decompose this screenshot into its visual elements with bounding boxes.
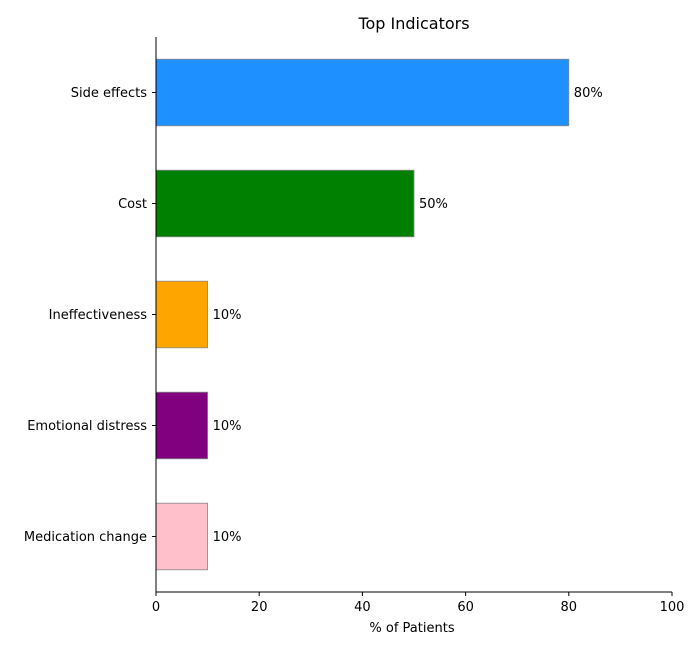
x-axis: 0 20 40 60 80 100 [152,591,685,615]
y-tick-label: Cost [118,197,147,212]
x-tick-label: 40 [354,600,371,615]
bar-ineffectiveness [155,280,208,349]
x-tick-label: 60 [457,600,474,615]
x-tick-label: 100 [660,600,685,615]
value-label: 80% [574,86,603,101]
value-label: 50% [419,197,448,212]
value-labels-group: 80% 50% 10% 10% 10% [213,86,603,545]
chart-title: Top Indicators [357,14,469,33]
y-tick-label: Ineffectiveness [49,308,148,323]
bar-emotional-distress [155,391,208,460]
x-tick-label: 0 [152,600,160,615]
value-label: 10% [213,308,242,323]
bars-group [155,58,570,571]
x-tick-label: 20 [251,600,268,615]
y-tick-label: Medication change [24,530,147,545]
bar-cost [155,169,415,238]
bar-side-effects [155,58,570,127]
x-tick-label: 80 [561,600,578,615]
value-label: 10% [213,530,242,545]
value-label: 10% [213,419,242,434]
bar-medication-change [155,502,208,571]
y-axis: Side effects Cost Ineffectiveness Emotional… [24,37,157,592]
y-tick-label: Emotional distress [27,419,147,434]
y-tick-label: Side effects [71,86,147,101]
x-axis-label: % of Patients [369,621,454,636]
